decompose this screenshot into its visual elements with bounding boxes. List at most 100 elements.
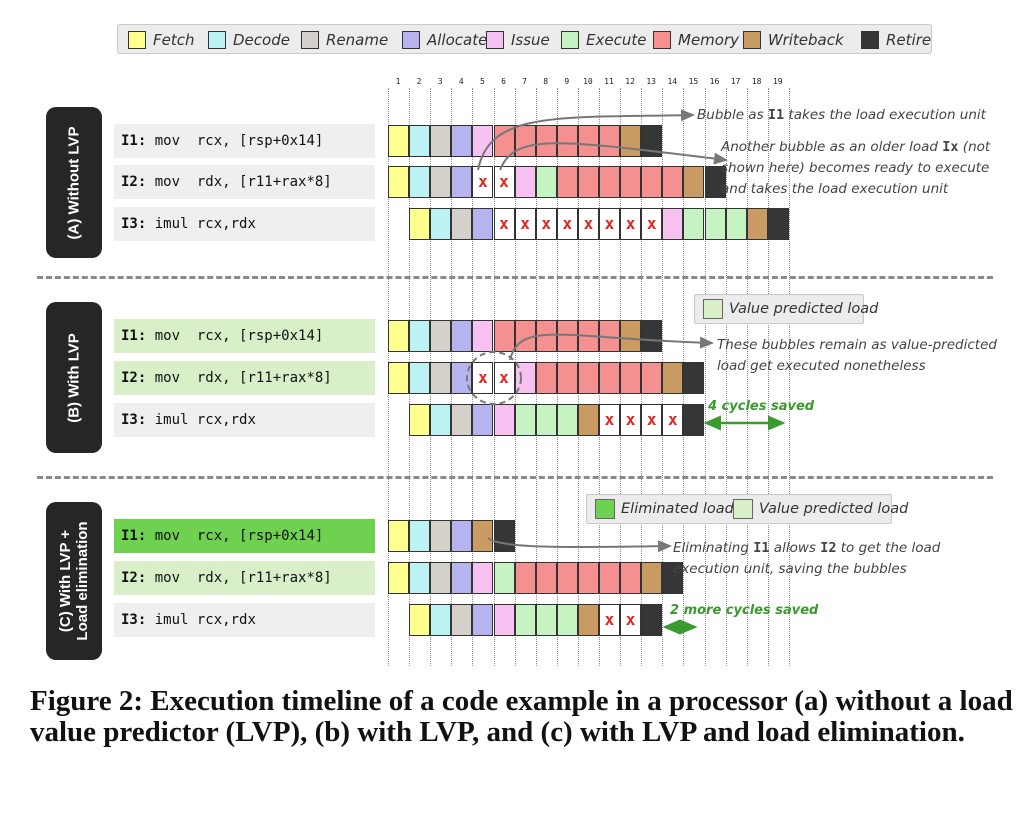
stage-decode <box>409 362 431 394</box>
cycle-tick-label: 7 <box>522 77 527 86</box>
cycle-tick-label: 2 <box>416 77 422 86</box>
cycle-tick-label: 5 <box>479 77 485 86</box>
stage-allocate <box>451 520 473 552</box>
instruction-text: mov rdx, [r11+rax*8] <box>146 570 332 586</box>
legend-swatch <box>301 31 319 49</box>
stage-decode <box>409 320 431 352</box>
cycle-gridline <box>704 88 706 666</box>
stall-bubble: x <box>514 208 536 240</box>
cycle-tick-label: 13 <box>646 77 656 86</box>
legend-label: Rename <box>326 31 389 49</box>
stage-fetch <box>388 562 409 594</box>
cycles-saved-label: 4 cycles saved <box>708 399 815 414</box>
stage-retire <box>641 604 663 636</box>
stage-legend: Fetch Decode Rename Allocate Issue Execute Mem… <box>117 24 932 54</box>
stage-decode <box>409 166 431 198</box>
stage-fetch <box>388 520 409 552</box>
stage-rename <box>430 362 452 394</box>
figure-caption: Figure 2: Execution timeline of a code e… <box>30 685 1013 748</box>
stall-bubble: x <box>535 208 557 240</box>
arrow-eliminating-i1 <box>487 537 672 553</box>
legend-swatch <box>653 31 671 49</box>
stage-allocate <box>451 562 473 594</box>
stage-retire <box>641 320 663 352</box>
legend-label: Allocate <box>427 31 488 49</box>
cycle-tick-label: 6 <box>501 77 506 86</box>
instruction-id: I2: <box>121 570 147 586</box>
legend-label: Retire <box>886 31 932 49</box>
stage-fetch <box>388 320 409 352</box>
instruction-id: I2: <box>121 370 147 386</box>
stage-allocate <box>472 208 494 240</box>
stage-execute <box>535 166 557 198</box>
cycle-gridline <box>788 88 790 666</box>
stage-decode <box>409 520 431 552</box>
stage-writeback <box>620 320 642 352</box>
stage-issue <box>472 562 494 594</box>
stage-allocate <box>472 404 494 436</box>
stall-bubble: x <box>599 208 620 240</box>
stage-rename <box>430 166 452 198</box>
stage-issue <box>493 404 515 436</box>
cycle-tick-label: 1 <box>395 77 401 86</box>
stage-memory <box>514 562 536 594</box>
legend-label: Eliminated load <box>621 501 734 517</box>
legend-swatch <box>743 31 761 49</box>
stage-decode <box>409 562 431 594</box>
stage-memory <box>556 166 578 198</box>
stage-writeback <box>662 362 684 394</box>
stall-bubble: x <box>556 208 578 240</box>
stage-issue <box>493 604 515 636</box>
stall-bubble: x <box>620 208 642 240</box>
instruction-id: I2: <box>121 174 147 190</box>
instruction-row: I2: mov rdx, [r11+rax*8] <box>114 561 375 595</box>
stage-execute <box>514 604 536 636</box>
stage-memory <box>535 362 557 394</box>
stage-writeback <box>641 562 663 594</box>
stage-allocate <box>472 604 494 636</box>
legend-label: Value predicted load <box>729 301 879 317</box>
stage-execute <box>704 208 726 240</box>
stage-memory <box>493 320 515 352</box>
section-separator <box>37 276 993 279</box>
instruction-text: mov rdx, [r11+rax*8] <box>146 174 332 190</box>
stage-fetch <box>388 362 409 394</box>
cycle-tick-label: 9 <box>564 77 570 86</box>
stage-rename <box>451 208 473 240</box>
cycles-saved-label: 2 more cycles saved <box>670 603 819 618</box>
instruction-row: I3: imul rcx,rdx <box>114 207 375 241</box>
cycle-tick-label: 16 <box>709 77 720 86</box>
instruction-id: I3: <box>121 412 147 428</box>
stage-retire <box>641 125 663 157</box>
stall-bubble: x <box>472 166 494 198</box>
instruction-text: mov rdx, [r11+rax*8] <box>146 370 332 386</box>
stage-execute <box>514 404 536 436</box>
stage-execute <box>683 208 705 240</box>
instruction-row: I2: mov rdx, [r11+rax*8] <box>114 361 375 395</box>
legend-swatch <box>595 499 615 519</box>
stage-memory <box>577 362 599 394</box>
stage-writeback <box>577 404 599 436</box>
stage-writeback <box>577 604 599 636</box>
stage-memory <box>620 166 642 198</box>
stage-memory <box>599 562 620 594</box>
instruction-row: I1: mov rcx, [rsp+0x14] <box>114 124 375 158</box>
stage-execute <box>493 562 515 594</box>
legend-label: Writeback <box>768 31 844 49</box>
cycle-tick-label: 14 <box>667 77 678 86</box>
stage-writeback <box>746 208 768 240</box>
cycle-gridline <box>767 88 769 666</box>
cycle-tick-label: 10 <box>583 77 593 86</box>
stall-bubble: x <box>641 404 663 436</box>
legend-label: Memory <box>678 31 740 49</box>
stage-issue <box>472 320 494 352</box>
instruction-id: I1: <box>121 328 147 344</box>
stage-decode <box>430 208 452 240</box>
stage-execute <box>556 404 578 436</box>
arrow-bubble-i1 <box>477 109 695 171</box>
stage-memory <box>577 562 599 594</box>
arrow-bubbles-remain <box>509 333 714 361</box>
arrow-bubble-older-load <box>499 142 728 171</box>
stage-issue <box>662 208 684 240</box>
